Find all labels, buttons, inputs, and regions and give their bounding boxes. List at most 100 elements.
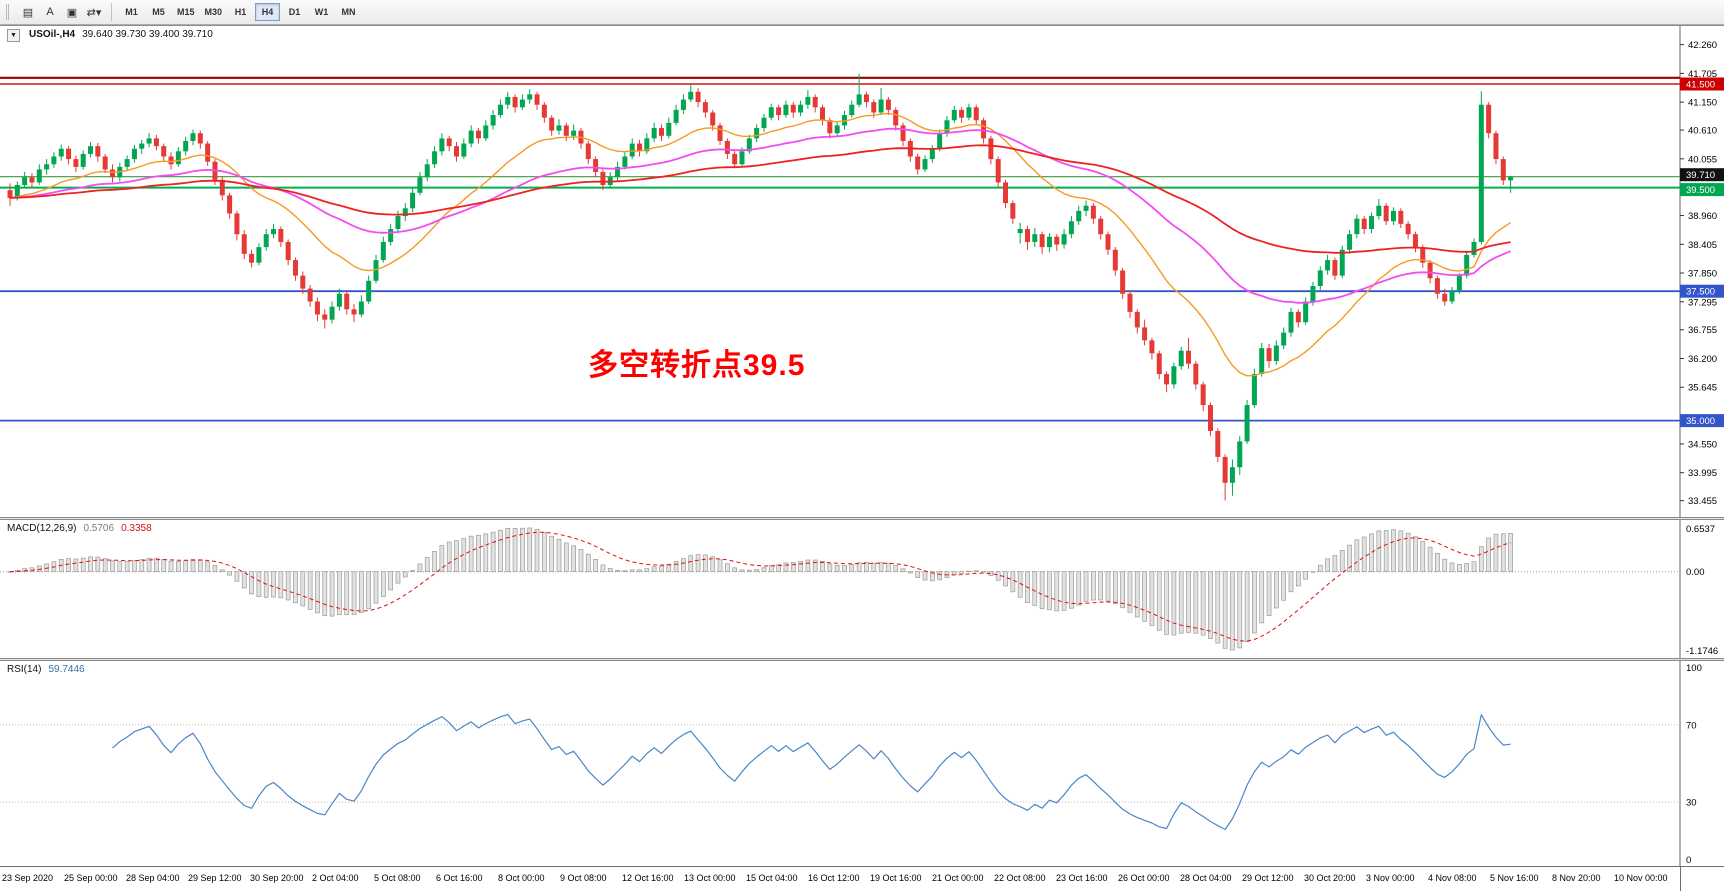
ohlc-readout: 39.640 39.730 39.400 39.710 xyxy=(82,29,213,40)
svg-text:42.260: 42.260 xyxy=(1688,40,1717,51)
rsi-header: RSI(14) 59.7446 xyxy=(7,664,85,675)
svg-text:41.150: 41.150 xyxy=(1688,98,1717,109)
rsi-canvas[interactable]: 100 70 30 0 xyxy=(0,661,1724,866)
rsi-line xyxy=(112,713,1511,830)
rsi-axis[interactable]: 100 70 30 0 xyxy=(1686,663,1702,866)
object-box-icon[interactable]: ▣ xyxy=(66,6,78,19)
timeframe-button-h4[interactable]: H4 xyxy=(255,3,281,21)
time-label: 6 Oct 16:00 xyxy=(436,873,483,883)
macd-axis[interactable]: 0.6537 0.00 -1.1746 xyxy=(1686,524,1718,657)
chart-window-icon[interactable]: ▤ xyxy=(22,6,34,19)
time-label: 8 Nov 20:00 xyxy=(1552,873,1601,883)
macd-signal-line xyxy=(9,531,1511,642)
timeframe-button-m15[interactable]: M15 xyxy=(177,7,195,17)
time-label: 25 Sep 00:00 xyxy=(64,873,118,883)
line-tools-icon[interactable]: ⇄▾ xyxy=(86,6,102,19)
timeframe-button-group: M1 M5 M15 M30 H1 H4 D1 W1 MN xyxy=(118,3,362,21)
toolbar-icon-group: ▤ A ▣ ⇄▾ xyxy=(17,3,105,22)
macd-canvas[interactable]: 0.6537 0.00 -1.1746 xyxy=(0,520,1724,658)
time-label: 23 Sep 2020 xyxy=(2,873,54,883)
svg-text:38.405: 38.405 xyxy=(1688,240,1717,251)
time-label: 10 Nov 00:00 xyxy=(1614,873,1668,883)
time-label: 5 Oct 08:00 xyxy=(374,873,421,883)
chart-annotation-text: 多空转折点39.5 xyxy=(588,349,806,382)
chart-header: ▼ USOil-,H4 39.640 39.730 39.400 39.710 xyxy=(7,29,213,42)
moving-averages xyxy=(9,112,1511,377)
time-label: 22 Oct 08:00 xyxy=(994,873,1046,883)
svg-text:39.710: 39.710 xyxy=(1686,170,1715,181)
time-label: 4 Nov 08:00 xyxy=(1428,873,1477,883)
time-label: 23 Oct 16:00 xyxy=(1056,873,1108,883)
time-label: 30 Sep 20:00 xyxy=(250,873,304,883)
candles xyxy=(7,73,1514,501)
panel-splitter[interactable] xyxy=(0,658,1724,661)
price-tags: 41.500 39.710 39.500 37.500 35.000 xyxy=(1680,77,1724,427)
svg-text:33.455: 33.455 xyxy=(1688,496,1717,507)
svg-text:100: 100 xyxy=(1686,663,1702,674)
panel-splitter[interactable] xyxy=(0,517,1724,520)
svg-text:36.200: 36.200 xyxy=(1688,354,1717,365)
time-label: 29 Oct 12:00 xyxy=(1242,873,1294,883)
time-label: 16 Oct 12:00 xyxy=(808,873,860,883)
macd-signal-value: 0.3358 xyxy=(121,523,152,534)
time-label: 13 Oct 00:00 xyxy=(684,873,736,883)
rsi-label: RSI(14) xyxy=(7,664,42,675)
timeframe-button-d1[interactable]: D1 xyxy=(288,7,301,17)
text-tool-icon[interactable]: A xyxy=(46,6,54,18)
main-chart-panel[interactable]: ▼ USOil-,H4 39.640 39.730 39.400 39.710 … xyxy=(0,25,1724,518)
time-label: 29 Sep 12:00 xyxy=(188,873,242,883)
one-click-trading-toggle[interactable]: ▼ xyxy=(7,29,20,42)
svg-text:41.705: 41.705 xyxy=(1688,69,1717,80)
svg-text:39.500: 39.500 xyxy=(1686,185,1715,196)
toolbar-separator xyxy=(111,3,112,21)
svg-text:-1.1746: -1.1746 xyxy=(1686,646,1718,657)
timeframe-button-mn[interactable]: MN xyxy=(341,7,356,17)
timeframe-button-m1[interactable]: M1 xyxy=(125,7,138,17)
time-label: 26 Oct 00:00 xyxy=(1118,873,1170,883)
rsi-value: 59.7446 xyxy=(48,664,85,675)
svg-text:0: 0 xyxy=(1686,855,1691,866)
svg-text:37.850: 37.850 xyxy=(1688,269,1717,280)
svg-text:0.6537: 0.6537 xyxy=(1686,524,1715,535)
svg-text:40.610: 40.610 xyxy=(1688,126,1717,137)
svg-text:38.960: 38.960 xyxy=(1688,211,1717,222)
rsi-panel[interactable]: RSI(14) 59.7446 100 70 30 0 xyxy=(0,661,1724,866)
svg-text:36.755: 36.755 xyxy=(1688,325,1717,336)
time-label: 21 Oct 00:00 xyxy=(932,873,984,883)
svg-text:34.550: 34.550 xyxy=(1688,439,1717,450)
svg-text:70: 70 xyxy=(1686,720,1697,731)
svg-text:0.00: 0.00 xyxy=(1686,567,1705,578)
svg-text:37.295: 37.295 xyxy=(1688,297,1717,308)
svg-text:30: 30 xyxy=(1686,798,1697,809)
timeframe-button-m5[interactable]: M5 xyxy=(152,7,165,17)
svg-text:41.500: 41.500 xyxy=(1686,80,1715,91)
axis-separator xyxy=(1680,867,1681,891)
macd-main-value: 0.5706 xyxy=(83,523,115,534)
svg-text:35.645: 35.645 xyxy=(1688,383,1717,394)
macd-panel[interactable]: MACD(12,26,9) 0.5706 0.3358 0.6537 0.00 -1… xyxy=(0,520,1724,658)
macd-header: MACD(12,26,9) 0.5706 0.3358 xyxy=(7,523,152,534)
time-label: 8 Oct 00:00 xyxy=(498,873,545,883)
time-label: 28 Sep 04:00 xyxy=(126,873,180,883)
time-label: 5 Nov 16:00 xyxy=(1490,873,1539,883)
timeframe-button-w1[interactable]: W1 xyxy=(314,7,329,17)
svg-text:37.500: 37.500 xyxy=(1686,287,1715,298)
macd-histogram xyxy=(7,527,1513,651)
timeframe-button-h1[interactable]: H1 xyxy=(234,7,247,17)
svg-text:35.000: 35.000 xyxy=(1686,416,1715,427)
toolbar-drag-handle[interactable] xyxy=(6,4,11,20)
timeframe-button-m30[interactable]: M30 xyxy=(204,7,223,17)
price-axis[interactable]: 42.260 41.705 41.150 40.610 40.055 38.960 38.4… xyxy=(1680,40,1717,507)
horizontal-level-lines[interactable] xyxy=(0,76,1680,422)
time-axis[interactable]: 23 Sep 2020 25 Sep 00:00 28 Sep 04:00 29 Se… xyxy=(0,866,1724,891)
symbol-label: USOil-,H4 xyxy=(29,29,76,40)
main-chart-canvas[interactable]: 42.260 41.705 41.150 40.610 40.055 38.960 38.4… xyxy=(0,26,1724,518)
time-label: 28 Oct 04:00 xyxy=(1180,873,1232,883)
toolbar: ▤ A ▣ ⇄▾ M1 M5 M15 M30 H1 H4 D1 W1 MN xyxy=(0,0,1724,25)
time-label: 30 Oct 20:00 xyxy=(1304,873,1356,883)
macd-label: MACD(12,26,9) xyxy=(7,523,77,534)
svg-text:40.055: 40.055 xyxy=(1688,154,1717,165)
time-label: 15 Oct 04:00 xyxy=(746,873,798,883)
time-label: 12 Oct 16:00 xyxy=(622,873,674,883)
